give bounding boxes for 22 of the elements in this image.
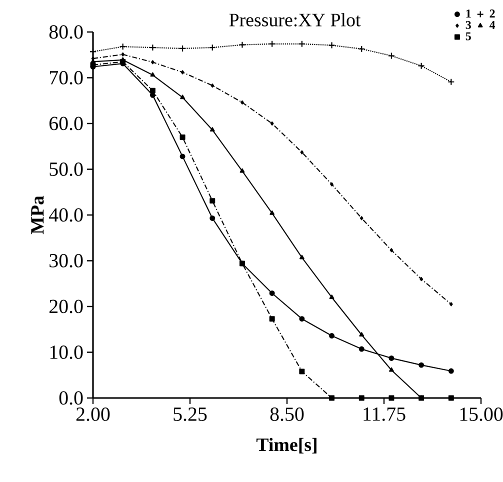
legend-label: 3 — [466, 20, 471, 29]
y-tick-label: 0.0 — [59, 391, 83, 405]
x-tick-label: 2.00 — [76, 408, 110, 422]
chart-title: Pressure:XY Plot — [229, 13, 361, 26]
legend-label: 4 — [489, 20, 496, 29]
legend-label: 1 — [466, 10, 471, 18]
y-tick-label: 70.0 — [50, 70, 83, 85]
y-tick-label: 50.0 — [50, 162, 83, 176]
x-tick-label: 15.00 — [460, 408, 503, 422]
y-tick-label: 60.0 — [49, 116, 83, 130]
y-tick-label: 30.0 — [50, 254, 83, 268]
y-tick-label: 80.0 — [49, 25, 83, 39]
legend-label: 5 — [466, 32, 471, 40]
x-tick-label: 11.75 — [364, 407, 406, 421]
x-tick-label: 5.25 — [174, 408, 207, 421]
x-tick-label: 8.50 — [270, 408, 304, 422]
y-tick-label: 40.0 — [49, 208, 83, 222]
x-axis-title: Time[s] — [256, 438, 316, 454]
y-tick-label: 10.0 — [50, 345, 83, 360]
y-tick-label: 20.0 — [50, 300, 83, 314]
y-axis-title: MPa — [31, 196, 44, 234]
legend-label: 2 — [490, 10, 495, 18]
